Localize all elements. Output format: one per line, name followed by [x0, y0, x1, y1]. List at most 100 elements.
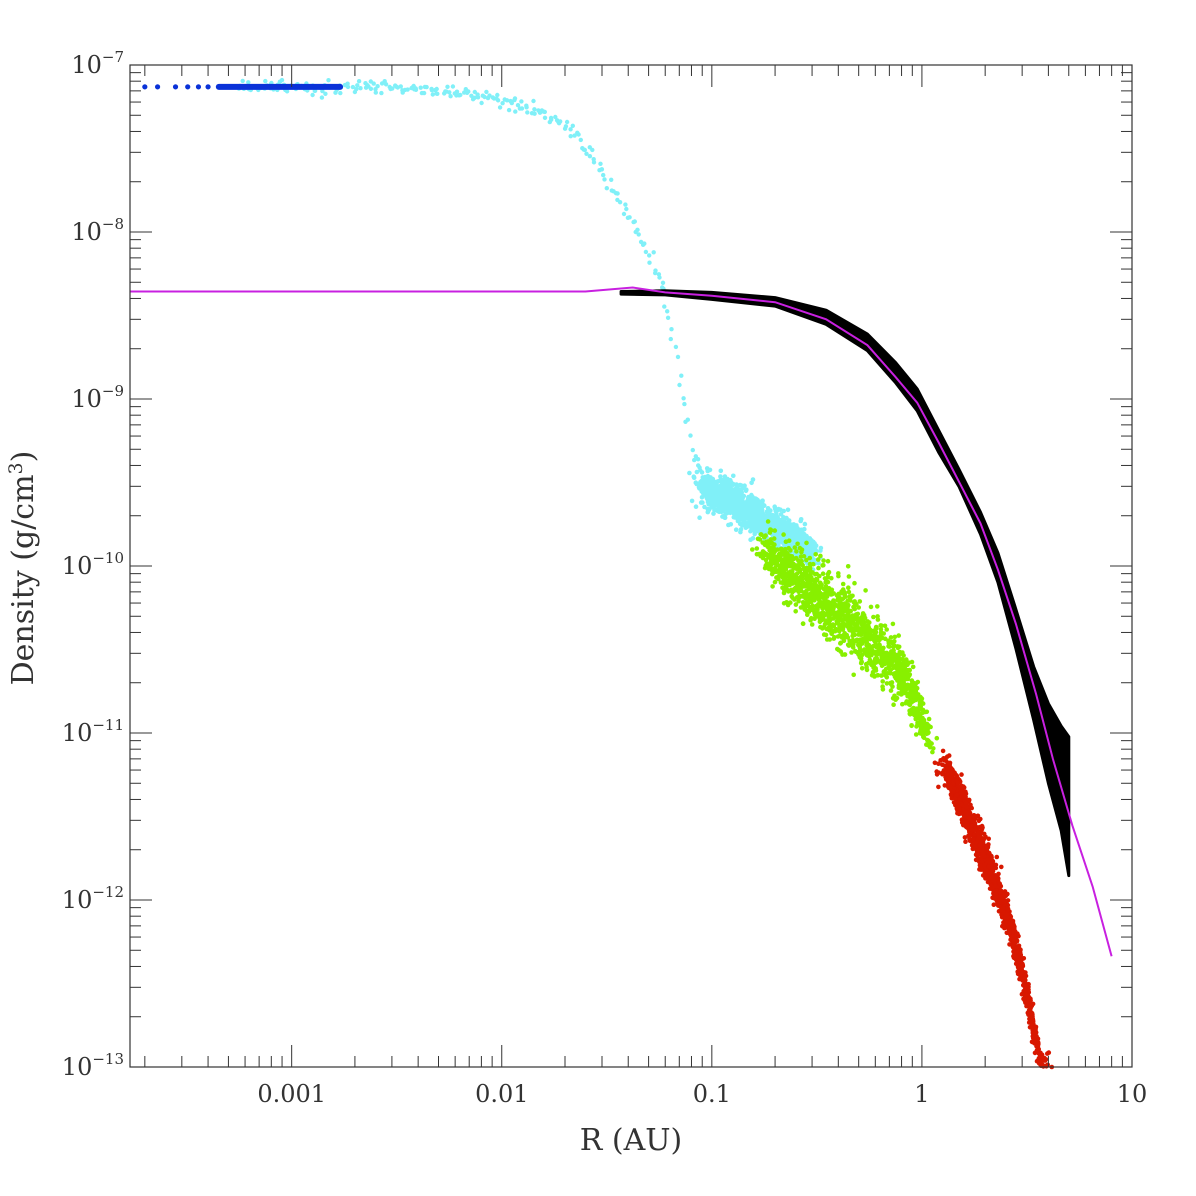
data-point [815, 557, 821, 562]
data-point [967, 836, 972, 841]
data-point [892, 664, 897, 669]
data-point [598, 161, 603, 166]
data-point [864, 627, 869, 632]
data-point [971, 837, 976, 842]
data-point [609, 177, 614, 182]
data-point [807, 565, 813, 570]
data-point [1043, 1057, 1049, 1062]
data-point [398, 84, 403, 89]
data-point [587, 154, 593, 159]
data-point [865, 619, 870, 624]
data-point [799, 558, 804, 564]
data-point [765, 539, 771, 544]
data-point [675, 354, 681, 360]
data-point [762, 534, 767, 540]
data-point [931, 746, 936, 751]
data-point [513, 109, 518, 114]
data-point [1005, 903, 1011, 908]
data-point [694, 469, 700, 475]
data-point [806, 549, 811, 555]
data-point [718, 468, 724, 474]
data-point [934, 769, 939, 774]
data-point [582, 147, 587, 153]
data-point [747, 503, 753, 509]
data-point [323, 91, 328, 97]
data-point [838, 611, 844, 616]
data-point [836, 571, 841, 576]
data-point [846, 643, 852, 648]
data-point [647, 260, 652, 265]
data-point [908, 687, 914, 692]
data-point [662, 304, 667, 309]
data-point [940, 748, 946, 754]
data-point [154, 84, 161, 90]
data-point [905, 691, 911, 697]
data-point [896, 644, 902, 650]
data-point [681, 396, 686, 401]
data-point [882, 669, 887, 674]
data-point [900, 681, 905, 687]
data-point [915, 722, 920, 728]
data-point [1010, 934, 1015, 939]
data-point [875, 659, 880, 664]
data-point [1007, 942, 1012, 947]
data-point [768, 528, 774, 533]
data-point [1039, 1058, 1045, 1064]
data-point [926, 716, 932, 722]
data-point [688, 433, 693, 438]
data-point [673, 344, 679, 350]
data-point [702, 504, 707, 510]
data-point [525, 110, 530, 115]
data-point [773, 524, 778, 530]
data-point [827, 613, 832, 619]
data-point [805, 593, 810, 598]
data-point [826, 591, 832, 596]
data-point [851, 600, 857, 605]
data-point [959, 772, 964, 777]
data-point [825, 558, 831, 564]
data-point [840, 627, 846, 632]
data-point [601, 172, 606, 178]
data-point [685, 417, 690, 422]
data-point [880, 679, 885, 684]
data-point [854, 612, 860, 617]
data-point [831, 629, 836, 634]
y-axis-label-text: Density (g/cm [6, 474, 41, 685]
data-point [825, 571, 831, 577]
data-point [1017, 976, 1022, 982]
data-point [563, 124, 569, 129]
data-point [731, 499, 736, 504]
data-point [705, 509, 711, 515]
data-point [765, 519, 771, 524]
data-point [901, 653, 906, 658]
data-point [760, 511, 765, 516]
data-point [497, 105, 503, 110]
data-point [611, 189, 616, 194]
data-point [724, 481, 729, 487]
data-point [576, 132, 581, 137]
data-point [783, 563, 789, 569]
y-tick-base: 10 [71, 51, 102, 79]
data-point [922, 709, 928, 715]
data-point [884, 675, 890, 680]
data-point [749, 492, 754, 498]
data-point [1003, 920, 1009, 925]
data-point [690, 447, 695, 453]
data-point [643, 249, 649, 255]
data-point [419, 90, 425, 96]
data-point [940, 770, 945, 775]
data-point [918, 694, 923, 700]
data-point [990, 895, 995, 901]
data-point [832, 614, 837, 619]
data-point [778, 527, 783, 532]
data-point [907, 667, 912, 673]
series-cyan-cloud [687, 466, 824, 572]
data-point [839, 618, 845, 623]
data-point [899, 676, 904, 681]
data-point [873, 666, 878, 671]
data-point [693, 504, 699, 510]
data-point [814, 577, 819, 583]
data-point [783, 549, 788, 555]
data-point [798, 605, 804, 610]
